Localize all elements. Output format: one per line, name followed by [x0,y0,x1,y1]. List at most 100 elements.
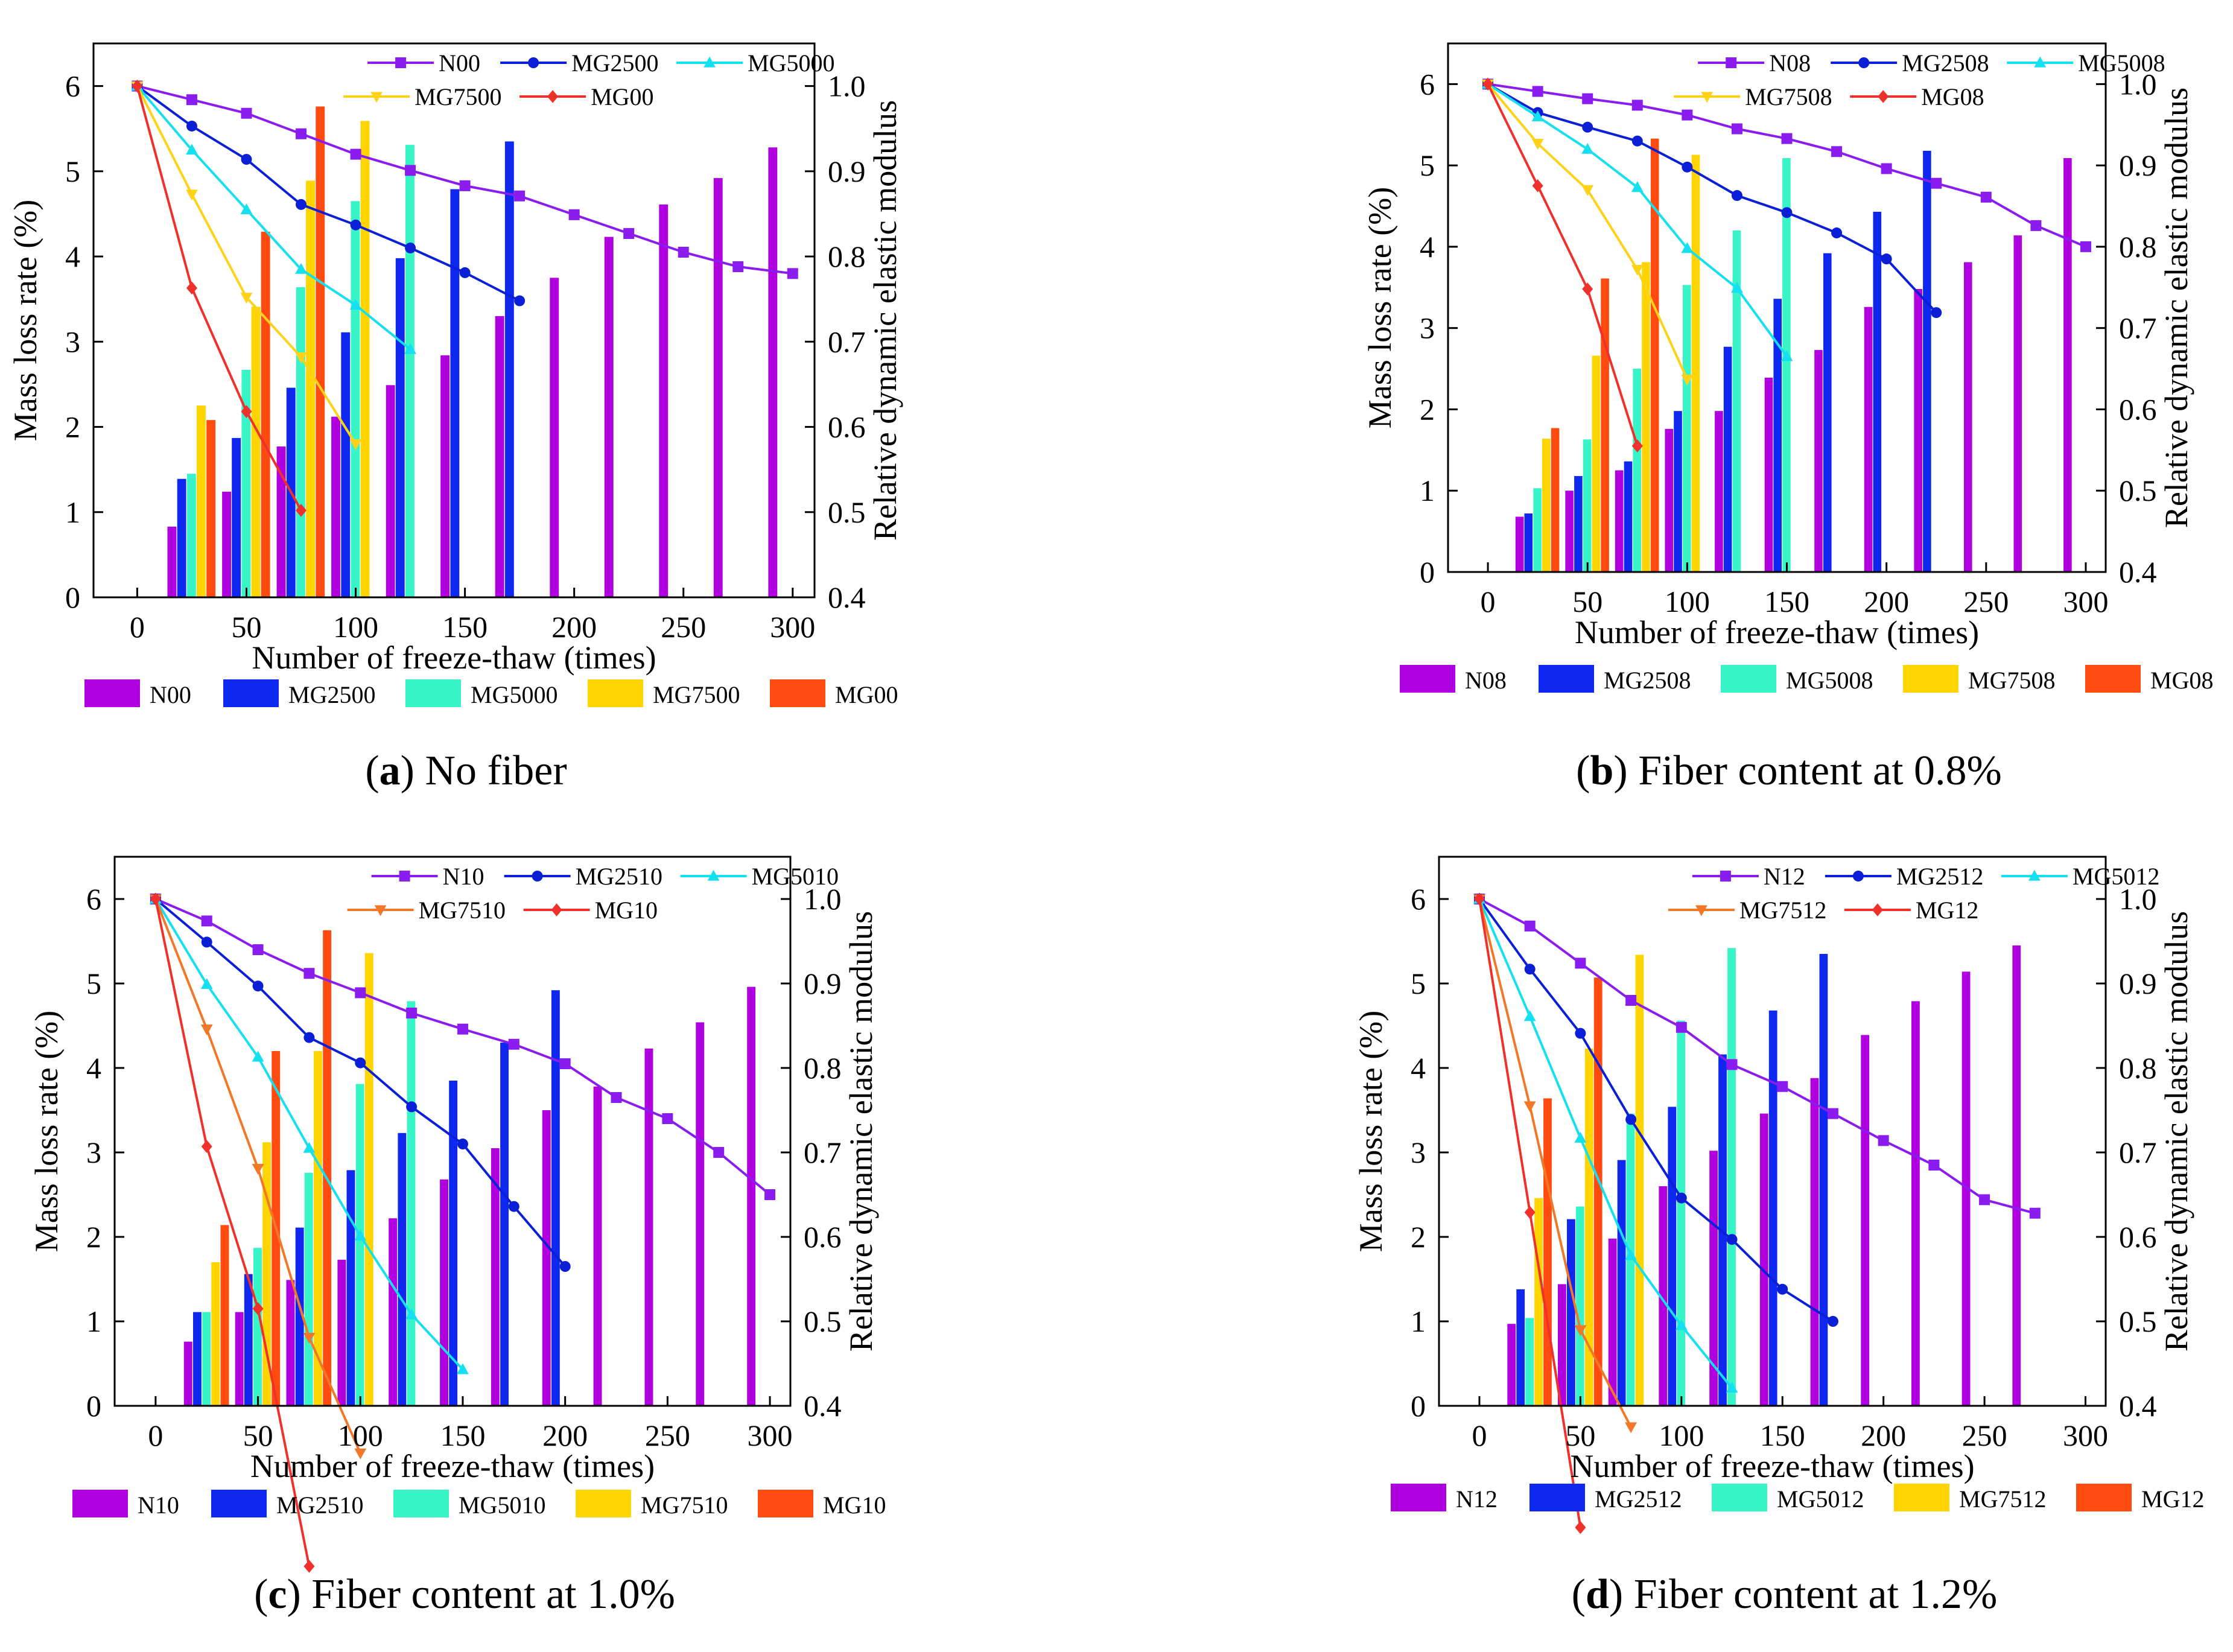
x-tick-label: 150 [1764,585,1809,618]
bar-legend-swatch [223,679,279,707]
panel-caption: (a) No fiber [365,748,567,794]
point-MG10-50 [252,1302,264,1315]
point-MG5010-50 [252,1050,264,1062]
y2-axis-title: Relative dynamic elastic modulus [867,100,903,541]
bar-MG7510-100 [364,953,373,1406]
bar-legend-swatch [405,679,461,707]
line-legend-label: MG10 [595,897,658,924]
bar-MG5010-100 [355,1084,364,1406]
bar-MG5010-75 [304,1172,313,1406]
point-N08-250 [1980,191,1992,203]
line-legend-marker [2028,869,2041,881]
bar-MG5008-50 [1583,439,1592,572]
line-legend-marker [532,871,543,882]
bar-MG2500-125 [395,258,405,597]
panel-caption: (d) Fiber content at 1.2% [1572,1571,1998,1618]
point-MG5008-100 [1681,242,1694,253]
point-MG12-0 [1473,892,1485,906]
point-MG2500-25 [186,120,197,132]
bar-N00-25 [167,526,177,597]
point-N10-125 [406,1008,418,1018]
y-tick-label: 0 [1420,555,1435,589]
bar-N12-225 [1911,1001,1920,1406]
point-N10-250 [662,1113,673,1124]
y-tick-label: 1 [1411,1304,1426,1338]
x-tick-label: 150 [1760,1418,1805,1452]
bar-legend-swatch [1539,665,1594,693]
line-legend-label: N12 [1764,863,1805,890]
line-legend-marker [370,92,383,103]
bar-MG5000-75 [296,287,305,597]
plot-frame [113,856,792,1407]
line-MG2512 [1478,898,1834,1323]
bar-N10-300 [747,986,756,1406]
panel-caption: (b) Fiber content at 0.8% [1576,748,2002,794]
y-tick-label: 4 [65,240,80,273]
point-MG5010-75 [303,1142,316,1153]
point-N00-100 [350,148,361,160]
bar-MG2508-175 [1823,253,1832,572]
bar-N00-175 [495,316,504,597]
bar-MG2508-200 [1873,212,1882,572]
y2-tick-label: 0.9 [828,154,866,188]
x-tick-label: 0 [1481,585,1496,618]
bar-N00-100 [331,416,340,597]
line-legend-marker [399,871,410,882]
line-legend-marker [707,869,720,881]
point-MG7508-75 [1631,265,1644,276]
bar-N12-125 [1709,1151,1718,1406]
bar-legend-label: MG10 [823,1492,886,1519]
y2-tick-label: 0.6 [2119,1220,2157,1254]
bar-N10-275 [696,1022,705,1406]
point-MG7510-50 [252,1163,264,1175]
bar-legend-label: MG5008 [1786,667,1873,694]
x-tick-label: 100 [1659,1418,1704,1452]
chart-panel-a: 0 50 100 150 200 250 300 0 1 2 3 4 5 6 0.4 0.5 0.6 0.7 0.8… [7,42,903,794]
y-tick-label: 4 [1420,230,1435,264]
bar-MG7508-100 [1691,154,1700,573]
line-N00 [136,84,793,275]
point-MG2508-125 [1731,190,1742,202]
line-legend-label: MG5000 [748,49,834,77]
y2-tick-label: 0.8 [2119,1051,2157,1085]
bar-legend-label: MG08 [2150,667,2213,694]
y2-tick-label: 0.4 [804,1389,842,1423]
bar-N08-100 [1665,428,1674,572]
line-MG2500 [136,84,521,302]
point-MG5012-25 [1523,1010,1536,1021]
bar-MG2510-100 [346,1170,355,1406]
point-MG2510-125 [406,1101,418,1113]
bar-MG2508-100 [1674,411,1682,572]
point-N10-175 [508,1038,519,1050]
x-tick-label: 50 [243,1418,273,1452]
point-MG2500-150 [459,267,471,278]
point-MG2510-150 [457,1139,468,1149]
bar-legend-swatch [84,679,140,707]
x-axis-title: Number of freeze-thaw (times) [252,640,656,676]
y2-tick-label: 0.9 [804,967,842,1000]
x-tick-label: 300 [748,1418,793,1452]
bar-MG12-50 [1593,977,1602,1406]
line-legend-label: MG00 [591,83,653,110]
point-MG5000-125 [404,343,416,354]
point-MG2510-100 [355,1057,366,1069]
line-legend-label: MG2508 [1902,49,1989,77]
point-N00-200 [568,209,580,220]
point-N12-175 [1827,1108,1838,1119]
y-tick-label: 6 [1411,882,1426,916]
bar-MG2510-125 [398,1133,407,1406]
line-MG08 [1487,83,1639,446]
x-tick-label: 50 [1572,585,1602,618]
bar-MG7512-75 [1635,955,1644,1406]
point-MG5000-75 [295,262,307,274]
x-tick-label: 100 [1665,585,1710,618]
bar-MG08-75 [1650,138,1659,572]
point-MG7512-75 [1625,1422,1637,1434]
point-MG5010-125 [405,1308,418,1320]
point-MG2512-125 [1726,1234,1738,1245]
bar-legend-swatch [758,1490,813,1517]
line-legend-marker [1872,903,1883,917]
x-axis-title: Number of freeze-thaw (times) [1575,614,1979,650]
bar-legend-swatch [1391,1484,1446,1511]
point-MG5008-125 [1731,282,1743,293]
